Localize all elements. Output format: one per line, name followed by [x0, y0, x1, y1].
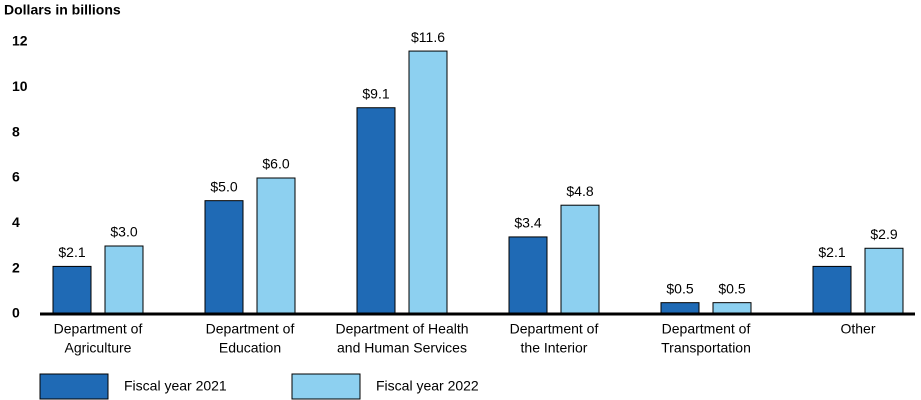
y-tick-label: 8 — [12, 123, 20, 139]
bar — [104, 245, 144, 315]
value-label: $11.6 — [411, 29, 445, 45]
bar — [812, 265, 852, 315]
bar — [864, 247, 904, 315]
value-label: $3.0 — [110, 224, 137, 240]
y-tick-label: 2 — [12, 259, 20, 275]
value-label: $2.1 — [58, 244, 85, 260]
legend-swatch — [291, 373, 361, 400]
y-tick-label: 10 — [12, 78, 28, 94]
bar — [408, 50, 448, 315]
bar — [52, 265, 92, 315]
y-tick-label: 0 — [12, 305, 20, 321]
value-label: $2.1 — [818, 244, 845, 260]
x-tick-label: Agriculture — [65, 340, 132, 356]
bar — [560, 204, 600, 315]
value-label: $3.4 — [514, 215, 541, 231]
y-tick-label: 12 — [12, 33, 28, 49]
legend-swatch — [39, 373, 109, 400]
bar — [356, 107, 396, 315]
x-tick-label: Transportation — [661, 340, 751, 356]
x-tick-label: Department of — [206, 321, 295, 337]
bar — [256, 177, 296, 315]
bar — [508, 236, 548, 315]
x-tick-label: Department of Health — [335, 321, 468, 337]
value-label: $0.5 — [666, 280, 693, 296]
value-label: $6.0 — [262, 156, 289, 172]
legend-label: Fiscal year 2022 — [376, 378, 479, 394]
x-tick-label: Education — [219, 340, 281, 356]
y-tick-label: 4 — [12, 214, 20, 230]
bar — [712, 302, 752, 315]
y-axis-label: Dollars in billions — [4, 2, 121, 18]
value-label: $5.0 — [210, 178, 237, 194]
x-tick-label: the Interior — [521, 340, 588, 356]
x-tick-label: Department of — [662, 321, 751, 337]
value-label: $4.8 — [566, 183, 593, 199]
x-tick-label: Other — [840, 321, 875, 337]
y-tick-label: 6 — [12, 169, 20, 185]
bar — [660, 302, 700, 315]
legend-label: Fiscal year 2021 — [124, 378, 227, 394]
value-label: $2.9 — [870, 226, 897, 242]
x-tick-label: Department of — [510, 321, 599, 337]
x-tick-label: Department of — [54, 321, 143, 337]
value-label: $0.5 — [718, 280, 745, 296]
bar — [204, 200, 244, 315]
x-tick-label: and Human Services — [337, 340, 467, 356]
value-label: $9.1 — [362, 85, 389, 101]
